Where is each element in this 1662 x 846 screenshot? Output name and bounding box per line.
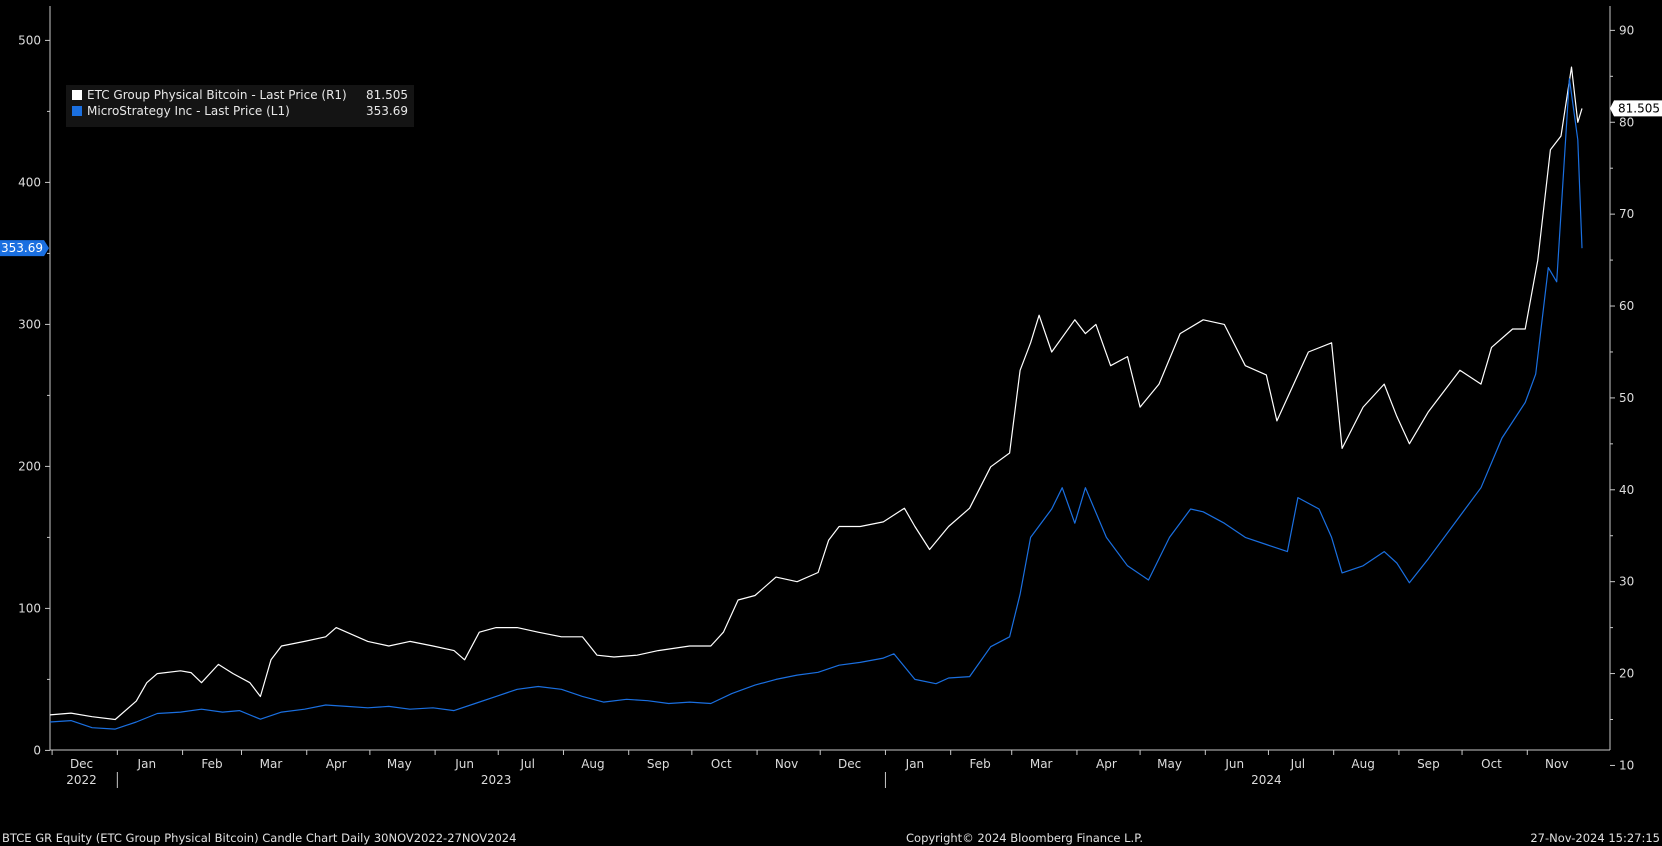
right-axis-tick-label: 20 [1619,667,1634,681]
legend-value: 353.69 [366,104,408,118]
footer-timestamp: 27-Nov-2024 15:27:15 [1530,831,1660,845]
x-axis-month-label: Aug [581,757,604,771]
x-axis-month-label: Sep [1417,757,1440,771]
x-axis-month-label: Jan [137,757,157,771]
x-axis-month-label: Jun [1224,757,1244,771]
x-axis-year-label: 2024 [1251,773,1282,787]
x-axis-month-label: Nov [1545,757,1568,771]
x-axis-month-label: Jul [519,757,534,771]
legend-swatch [72,106,82,116]
x-axis-month-label: May [387,757,412,771]
legend-value: 81.505 [366,88,408,102]
series-line-etc-bitcoin [49,66,1583,721]
x-axis-month-label: Dec [838,757,861,771]
x-axis-month-label: Jun [454,757,474,771]
x-axis-month-label: Nov [775,757,798,771]
footer-description: BTCE GR Equity (ETC Group Physical Bitco… [2,831,517,845]
right-axis-tick-label: 30 [1619,575,1634,589]
right-last-value-label: 81.505 [1618,101,1660,115]
legend-box [66,85,414,127]
x-axis-month-label: Jul [1290,757,1305,771]
left-last-value-tag [0,240,49,257]
right-axis-tick-label: 10 [1619,758,1634,772]
x-axis-month-label: Feb [970,757,991,771]
x-axis-month-label: Mar [1030,757,1053,771]
x-axis-month-label: Apr [1096,757,1117,771]
legend-label: ETC Group Physical Bitcoin - Last Price … [87,88,347,102]
x-axis-month-label: Oct [1481,757,1502,771]
left-axis-tick-label: 500 [18,33,41,47]
x-axis-month-label: Feb [201,757,222,771]
left-axis-tick-label: 400 [18,175,41,189]
right-axis-tick-label: 60 [1619,299,1634,313]
x-axis-month-label: Jan [905,757,925,771]
left-axis-tick-label: 0 [33,743,41,757]
left-axis-tick-label: 200 [18,459,41,473]
x-axis-month-label: Dec [70,757,93,771]
right-axis-tick-label: 50 [1619,391,1634,405]
x-axis-month-label: Aug [1351,757,1374,771]
right-last-value-tag [1610,100,1662,117]
series-line-microstrategy [49,78,1583,730]
x-axis-year-label: 2023 [481,773,512,787]
legend-swatch [72,90,82,100]
footer-copyright: Copyright© 2024 Bloomberg Finance L.P. [906,831,1143,845]
x-axis-month-label: May [1157,757,1182,771]
x-axis-month-label: Apr [326,757,347,771]
right-axis-tick-label: 70 [1619,207,1634,221]
right-axis-tick-label: 80 [1619,115,1634,129]
left-axis-tick-label: 100 [18,601,41,615]
x-axis-month-label: Sep [647,757,670,771]
right-axis-tick-label: 40 [1619,483,1634,497]
left-axis-tick-label: 300 [18,317,41,331]
x-axis-year-label: 2022 [66,773,97,787]
left-last-value-label: 353.69 [1,241,43,255]
x-axis-month-label: Mar [260,757,283,771]
x-axis-month-label: Oct [711,757,732,771]
right-axis-tick-label: 90 [1619,23,1634,37]
legend-label: MicroStrategy Inc - Last Price (L1) [87,104,290,118]
